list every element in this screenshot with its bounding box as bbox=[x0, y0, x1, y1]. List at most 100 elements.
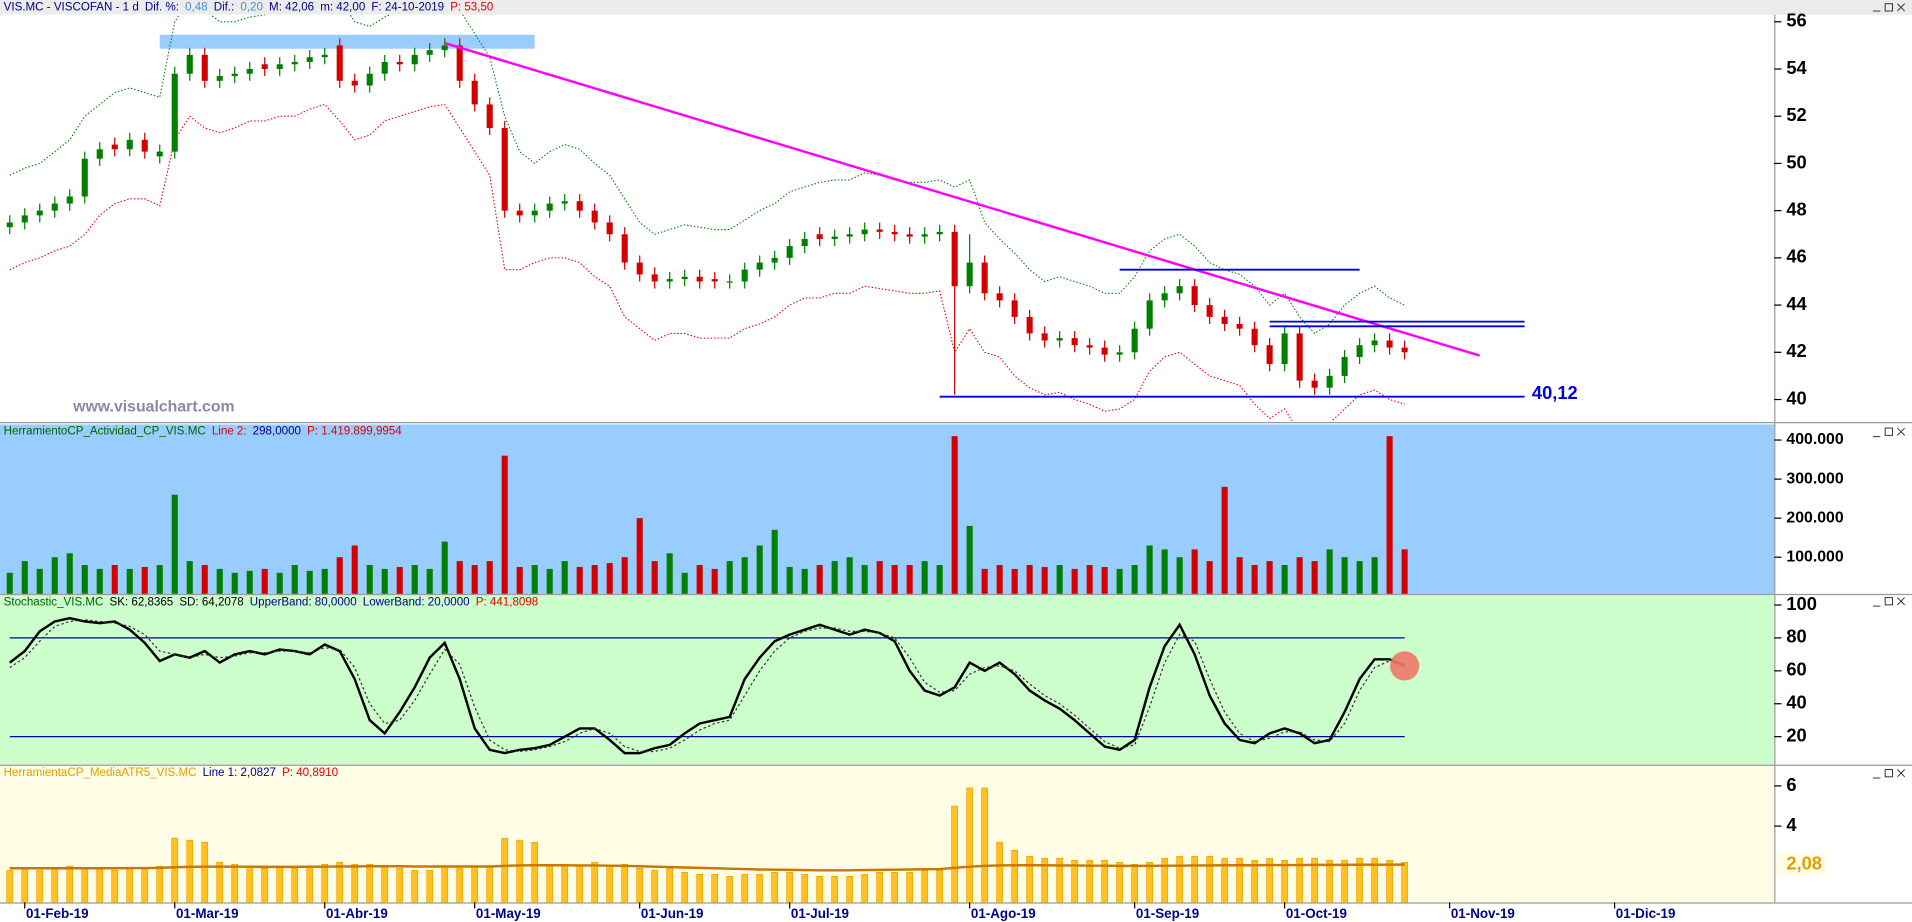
candle-body bbox=[1146, 300, 1153, 329]
bar bbox=[471, 865, 479, 903]
candle-body bbox=[1251, 328, 1258, 346]
bar bbox=[1251, 859, 1258, 903]
header-part: SK: 62,8365 bbox=[110, 597, 174, 609]
candle-body bbox=[621, 234, 628, 263]
bar bbox=[846, 876, 854, 903]
bar bbox=[636, 518, 643, 594]
bar bbox=[951, 436, 958, 594]
bar bbox=[621, 863, 629, 903]
bar bbox=[1206, 561, 1213, 594]
bar bbox=[1041, 566, 1048, 594]
candle-body bbox=[261, 64, 268, 70]
candle-body bbox=[966, 262, 973, 287]
candle-body bbox=[1356, 345, 1363, 358]
candle-body bbox=[531, 210, 538, 216]
bar bbox=[381, 568, 388, 594]
candle-body bbox=[486, 104, 493, 129]
bar bbox=[876, 561, 883, 594]
candle-body bbox=[156, 151, 163, 157]
candle-body bbox=[1296, 333, 1303, 381]
candle-body bbox=[291, 61, 298, 65]
header-part: P: 441,8098 bbox=[476, 597, 538, 609]
bar bbox=[666, 867, 674, 903]
candle-body bbox=[546, 203, 553, 211]
bar bbox=[441, 865, 449, 903]
bar bbox=[456, 561, 463, 594]
candle-body bbox=[351, 80, 358, 86]
candle-body bbox=[81, 158, 88, 197]
bar bbox=[831, 561, 838, 594]
bar bbox=[321, 863, 329, 903]
bar bbox=[156, 565, 163, 594]
candle-body bbox=[231, 73, 238, 77]
bar bbox=[126, 867, 134, 903]
candle-body bbox=[936, 231, 943, 235]
bar bbox=[921, 561, 928, 594]
bar bbox=[231, 863, 239, 903]
header-part: M: 42,06 bbox=[269, 1, 314, 13]
candle-body bbox=[981, 262, 988, 294]
y-tick-label: 100.000 bbox=[1786, 548, 1843, 565]
candle-body bbox=[1011, 300, 1018, 317]
bar bbox=[1176, 855, 1183, 903]
y-tick-label: 4 bbox=[1786, 814, 1797, 835]
bar bbox=[336, 861, 344, 903]
y-tick-label: 52 bbox=[1786, 104, 1806, 125]
bar bbox=[1236, 857, 1243, 903]
plot-area bbox=[9, 616, 1406, 755]
y-tick-label: 40 bbox=[1786, 387, 1806, 408]
window-buttons[interactable] bbox=[1872, 597, 1906, 607]
bar bbox=[876, 871, 884, 903]
bar bbox=[1386, 436, 1393, 594]
bar bbox=[801, 873, 809, 903]
bar bbox=[306, 865, 314, 903]
y-tick-label: 200.000 bbox=[1786, 509, 1843, 526]
bar bbox=[1311, 857, 1318, 903]
window-buttons[interactable] bbox=[1872, 3, 1906, 12]
header-part: Dif.: bbox=[214, 1, 235, 13]
window-buttons[interactable] bbox=[1872, 769, 1906, 779]
candle-body bbox=[1311, 380, 1318, 388]
bar bbox=[81, 565, 88, 594]
bar bbox=[726, 561, 733, 594]
candle-body bbox=[366, 73, 373, 86]
candle-body bbox=[111, 144, 118, 150]
bar bbox=[1191, 549, 1198, 594]
bar bbox=[501, 837, 509, 903]
bar bbox=[171, 494, 178, 594]
candle-body bbox=[786, 246, 793, 258]
bar bbox=[366, 565, 373, 594]
bar bbox=[486, 865, 494, 903]
candle-body bbox=[741, 269, 748, 282]
bar bbox=[36, 568, 43, 594]
bar bbox=[696, 565, 703, 594]
window-buttons[interactable] bbox=[1872, 427, 1906, 438]
bar bbox=[1161, 857, 1168, 903]
x-tick-label: 01-Abr-19 bbox=[326, 906, 388, 921]
bar bbox=[486, 561, 493, 594]
y-tick-label: 300.000 bbox=[1786, 470, 1843, 487]
bar bbox=[1341, 557, 1348, 594]
bar bbox=[1401, 861, 1408, 903]
bar bbox=[591, 861, 599, 903]
bar bbox=[351, 863, 359, 903]
bar bbox=[531, 841, 539, 903]
candle-body bbox=[801, 238, 808, 247]
top-bar bbox=[0, 0, 1912, 15]
bar bbox=[1056, 857, 1064, 903]
bar bbox=[666, 553, 673, 594]
bar bbox=[1041, 857, 1049, 903]
bar bbox=[891, 871, 899, 903]
bar bbox=[231, 572, 238, 594]
panel-header: VIS.MC - VISCOFAN - 1 d Dif. %: 0,48 Dif.: 0… bbox=[4, 1, 494, 13]
bar bbox=[1371, 857, 1378, 903]
bar bbox=[66, 553, 73, 594]
candle-body bbox=[96, 149, 103, 159]
header-part: HerramientoCP_Actividad_CP_VIS.MC bbox=[4, 426, 206, 438]
bar bbox=[1401, 549, 1408, 594]
header-part: HerramientaCP_MediaATR5_VIS.MC bbox=[4, 767, 197, 779]
bar bbox=[291, 867, 299, 903]
x-tick-label: 01-Mar-19 bbox=[176, 906, 239, 921]
y-tick-label: 50 bbox=[1786, 151, 1806, 172]
bar bbox=[711, 568, 718, 594]
